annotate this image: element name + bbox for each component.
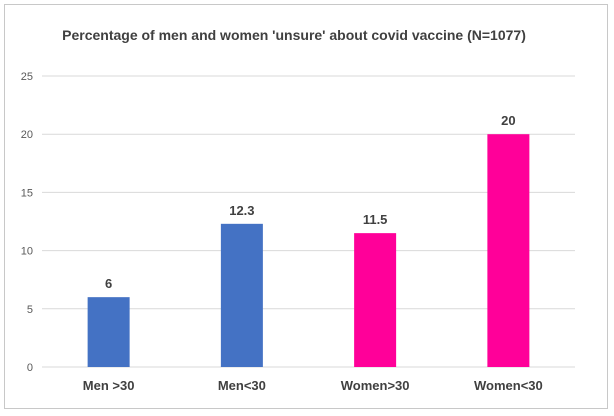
bar (220, 223, 263, 367)
data-labels: 6 12.3 11.5 20 (105, 113, 516, 291)
x-tick-label: Men >30 (83, 378, 135, 393)
y-tick-label: 5 (27, 304, 33, 316)
bar (87, 297, 130, 367)
y-tick-label: 10 (21, 246, 33, 258)
bars (87, 134, 530, 367)
y-tick-label: 0 (27, 362, 33, 374)
x-tick-label: Women<30 (474, 378, 543, 393)
y-tick-label: 15 (21, 187, 33, 199)
data-label: 6 (105, 276, 112, 291)
data-label: 12.3 (229, 203, 254, 218)
data-label: 20 (501, 113, 515, 128)
y-tick-label: 20 (21, 129, 33, 141)
x-tick-label: Women>30 (341, 378, 410, 393)
x-axis-ticks: Men >30 Men<30 Women>30 Women<30 (83, 378, 543, 393)
chart-title: Percentage of men and women 'unsure' abo… (62, 27, 526, 43)
x-tick-label: Men<30 (218, 378, 266, 393)
y-axis-ticks: 0 5 10 15 20 25 (21, 71, 33, 374)
bar (354, 233, 397, 367)
data-label: 11.5 (363, 212, 388, 227)
gridlines (42, 75, 575, 368)
bar (487, 134, 530, 367)
y-tick-label: 25 (21, 71, 33, 83)
